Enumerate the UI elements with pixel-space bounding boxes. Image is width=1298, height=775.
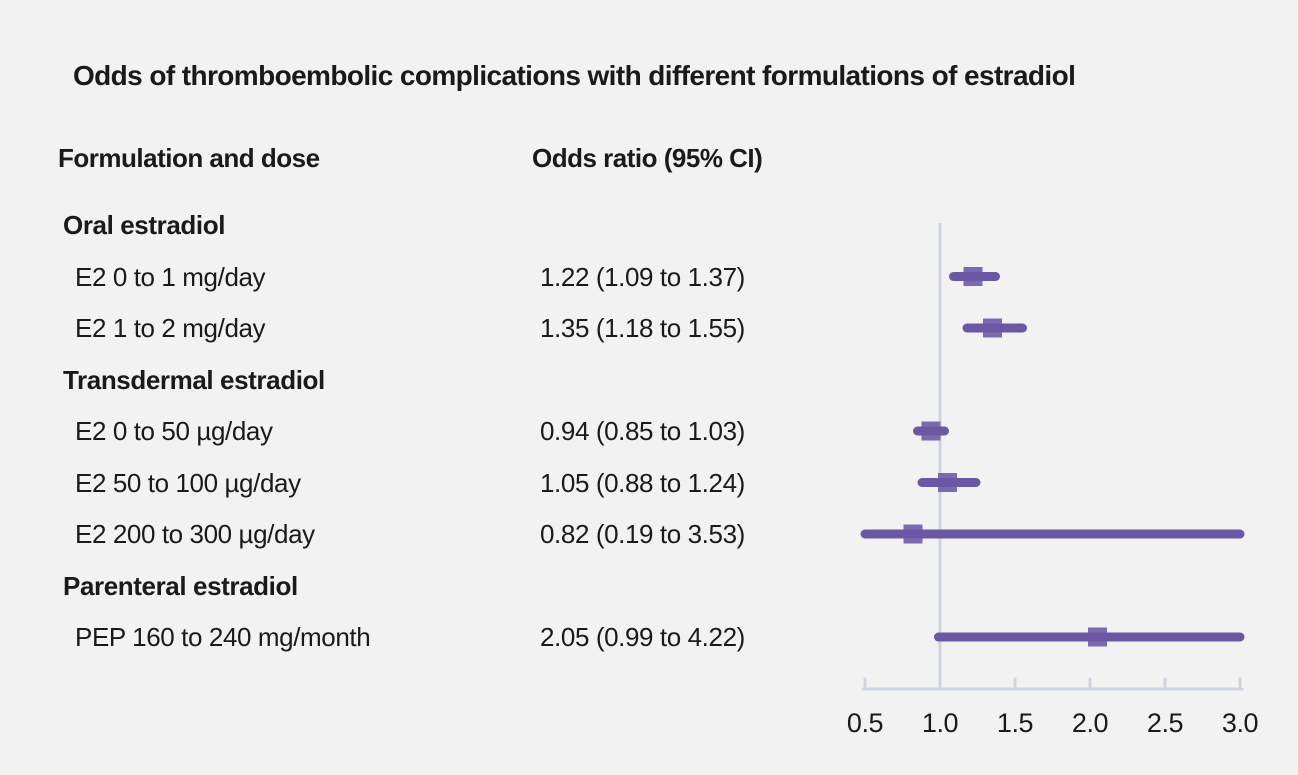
odds-ratio-value: 2.05 (0.99 to 4.22) — [540, 622, 745, 652]
row-label: E2 1 to 2 mg/day — [75, 313, 266, 343]
x-axis-tick-label: 2.0 — [1071, 708, 1109, 738]
odds-ratio-value: 1.22 (1.09 to 1.37) — [540, 261, 745, 292]
chart-title: Odds of thromboembolic complications wit… — [73, 60, 1076, 91]
x-axis-tick-label: 2.5 — [1146, 708, 1184, 738]
column-header-odds-ratio: Odds ratio (95% CI) — [532, 143, 763, 173]
row-label: E2 50 to 100 µg/day — [75, 467, 301, 498]
column-header-formulation: Formulation and dose — [58, 143, 320, 173]
odds-ratio-value: 0.94 (0.85 to 1.03) — [540, 416, 745, 446]
x-axis-tick-label: 1.5 — [996, 708, 1034, 738]
x-axis-tick-label: 1.0 — [921, 708, 959, 738]
odds-ratio-value: 1.05 (0.88 to 1.24) — [540, 467, 745, 498]
group-label: Transdermal estradiol — [63, 364, 325, 395]
row-label: E2 0 to 1 mg/day — [75, 261, 266, 292]
odds-ratio-value: 1.35 (1.18 to 1.55) — [540, 313, 745, 343]
x-axis-tick-label: 0.5 — [846, 708, 884, 738]
row-label: E2 200 to 300 µg/day — [75, 519, 315, 549]
x-axis-tick-label: 3.0 — [1221, 708, 1259, 738]
group-label: Parenteral estradiol — [63, 570, 298, 601]
group-label: Oral estradiol — [63, 210, 226, 240]
row-label: E2 0 to 50 µg/day — [75, 416, 273, 446]
row-label: PEP 160 to 240 mg/month — [75, 622, 371, 652]
odds-ratio-value: 0.82 (0.19 to 3.53) — [540, 519, 745, 549]
